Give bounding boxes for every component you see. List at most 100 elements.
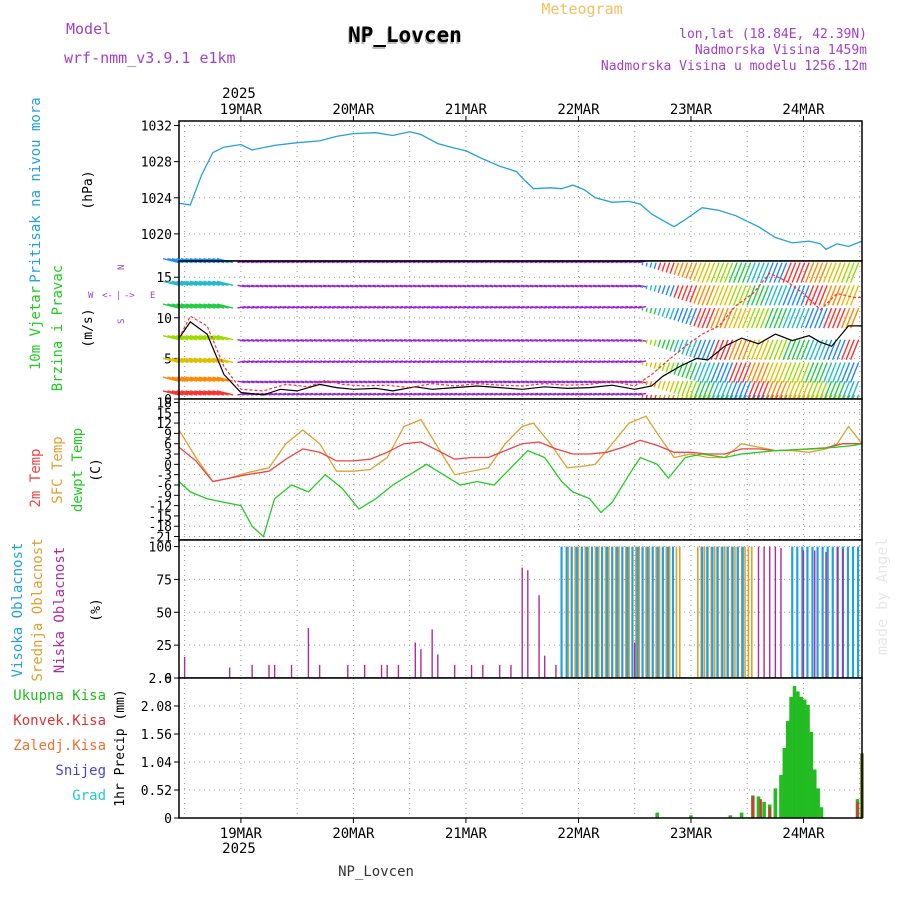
date-label-bottom: 24MAR [782,826,825,842]
date-label-top: 19MAR [220,102,263,118]
y-tick-label: 2.6 [149,672,172,687]
precip-legend-snow: Snijeg [55,763,106,779]
temp-ylabel-2: SFC Temp [50,436,66,503]
wind-barb [646,395,647,399]
precip-total-bar [793,686,797,818]
precip-total-bar [806,705,810,818]
signature: made by Angel [873,538,891,655]
precip-ylabel: 1hr Precip (mm) [113,689,128,806]
date-label-top: 22MAR [557,102,600,118]
cloud-ylabel-2: Srednja Oblacnost [30,538,46,681]
precip-total-bar [820,807,824,818]
y-tick-label: 0 [164,812,172,827]
pressure-ylabel-1: Pritisak na nivou mora [28,97,44,282]
wind-barb [646,263,647,267]
y-tick-label: 1024 [141,192,172,207]
y-tick-label: 1.56 [141,728,172,743]
precip-conv-bar [769,807,771,818]
precip-legend-hail: Grad [72,788,106,804]
precip-legend-conv: Konvek.Kisa [13,713,106,729]
wind-direction-legend: W<-|->ESN [88,265,155,324]
precip-conv-bar [760,799,762,818]
precip-panel: 0 0.52 1.04 1.56 2.08 2.6 [141,672,864,827]
y-tick-label: 100 [149,541,172,556]
wind-barb [646,362,647,366]
precip-total-bar [813,770,817,818]
precip-total-bar [786,721,790,818]
precip-conv-bar [752,796,754,818]
precip-total-bar [810,732,814,818]
dir-e: E [150,291,155,301]
panel-bg [179,261,862,399]
y-tick-label: 1032 [141,120,172,135]
precip-total-bar [774,788,778,818]
pressure-panel: 1020 1024 1028 1032 [141,120,862,261]
dir-s: S [117,319,127,324]
y-tick-label: 10 [156,312,172,327]
precip-total-bar [789,697,793,818]
model-label: Model [66,20,111,38]
precip-total-bar [740,813,744,818]
bottom-date-labels: 19MAR 20MAR 21MAR 22MAR 23MAR 24MAR [220,826,825,842]
precip-total-bar [803,700,807,818]
y-tick-label: 1028 [141,156,172,171]
temp-ylabel-1: 2m Temp [28,448,44,507]
panel-bg [179,121,862,261]
precip-conv-bar [856,802,858,818]
y-tick-label: 2.08 [141,700,172,715]
date-label-bottom: 21MAR [445,826,488,842]
top-date-labels: 19MAR 20MAR 21MAR 22MAR 23MAR 24MAR [220,102,825,118]
temp-ylabel-4: (C) [89,458,104,481]
coords-label: lon,lat (18.84E, 42.39N) [679,27,867,42]
y-tick-label: 1020 [141,228,172,243]
date-label-top: 21MAR [445,102,488,118]
product-title: Meteogram [541,0,622,18]
temp-ylabel-3: dewpt Temp [70,428,86,512]
precip-total-bar [779,775,783,818]
dir-left: <- [102,291,113,301]
wind-ylabel-2: Brzina i Pravac [50,265,66,391]
pressure-ylabel-2: (hPa) [81,170,96,209]
wind-barb [646,285,647,289]
precip-total-bar [816,788,820,818]
station-title: NP_Lovcen [348,23,462,47]
date-label-top: 23MAR [670,102,713,118]
date-label-bottom: 23MAR [670,826,713,842]
wind-ylabel-3: (m/s) [81,308,96,347]
panel-bg [179,540,862,678]
wind-ylabel-1: 10m Vjetar [28,286,44,370]
y-tick-label: 18 [156,396,172,411]
cloud-ylabel-4: (%) [89,598,104,621]
wind-barb [646,340,647,344]
footer-station: NP_Lovcen [338,864,414,880]
date-label-top: 20MAR [332,102,375,118]
y-tick-label: 1.04 [141,756,172,771]
wind-barb [646,381,647,385]
precip-total-bar [783,748,787,818]
date-label-bottom: 22MAR [557,826,600,842]
y-tick-label: 15 [156,271,172,286]
date-label-top: 24MAR [782,102,825,118]
cloud-ylabel-1: Visoka Oblacnost [10,543,26,678]
precip-legend-freezing: Zaledj.Kisa [13,738,106,754]
date-label-bottom: 19MAR [220,826,263,842]
dir-right: -> [124,291,135,301]
year-bottom: 2025 [222,841,256,857]
elevation-label: Nadmorska Visina 1459m [695,43,867,58]
precip-total-bar [762,802,766,818]
date-label-bottom: 20MAR [332,826,375,842]
dir-n: N [117,265,127,270]
precip-legend-total: Ukupna Kisa [13,688,106,704]
y-tick-label: 0.52 [141,784,172,799]
precip-total-bar [655,813,659,818]
wind-panel: 051015 [156,259,862,415]
model-name: wrf-nmm_v3.9.1 e1km [64,49,236,67]
model-elevation-label: Nadmorska Visina u modelu 1256.12m [601,59,867,74]
cloud-ylabel-3: Niska Oblacnost [52,547,68,673]
year-top: 2025 [222,86,256,102]
precip-total-bar [796,691,800,818]
